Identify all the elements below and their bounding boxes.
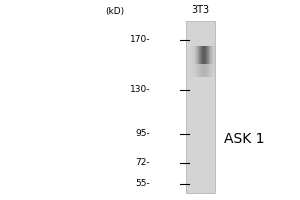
Bar (194, 64, 195, 77)
Bar (195, 46, 196, 64)
Bar (191, 46, 192, 64)
Bar (201, 46, 202, 64)
Bar (203, 46, 204, 64)
Bar (199, 46, 200, 64)
Bar (205, 46, 206, 64)
Bar (200, 64, 201, 77)
Bar (192, 64, 193, 77)
Bar (186, 21, 215, 193)
Text: 170-: 170- (130, 35, 150, 44)
Bar (193, 46, 194, 64)
Bar (207, 46, 208, 64)
Bar (191, 64, 192, 77)
Bar (205, 64, 206, 77)
Bar (203, 64, 204, 77)
Bar (212, 46, 213, 64)
Text: 95-: 95- (135, 129, 150, 138)
Bar (190, 64, 191, 77)
Bar (209, 46, 210, 64)
Bar (187, 64, 188, 77)
Text: 3T3: 3T3 (191, 5, 210, 15)
Bar (199, 64, 200, 77)
Bar (198, 46, 199, 64)
Bar (209, 64, 210, 77)
Bar (206, 46, 207, 64)
Text: (kD): (kD) (105, 7, 124, 16)
Bar (192, 46, 193, 64)
Bar (207, 64, 208, 77)
Bar (188, 46, 189, 64)
Bar (196, 46, 197, 64)
Bar (188, 64, 189, 77)
Bar (211, 46, 212, 64)
Bar (197, 64, 198, 77)
Bar (210, 46, 211, 64)
Bar (214, 46, 215, 64)
Bar (214, 64, 215, 77)
Bar (213, 46, 214, 64)
Bar (196, 64, 197, 77)
Bar (211, 64, 212, 77)
Bar (195, 64, 196, 77)
Bar (193, 64, 194, 77)
Bar (186, 46, 187, 64)
Bar (197, 46, 198, 64)
Bar (200, 46, 201, 64)
Bar (208, 64, 209, 77)
Bar (204, 46, 205, 64)
Bar (194, 46, 195, 64)
Bar (202, 46, 203, 64)
Text: 130-: 130- (130, 85, 150, 94)
Bar (202, 64, 203, 77)
Bar (189, 64, 190, 77)
Bar (201, 64, 202, 77)
Bar (206, 64, 207, 77)
Text: ASK 1: ASK 1 (224, 132, 265, 146)
Bar (186, 64, 187, 77)
Bar (198, 64, 199, 77)
Text: 72-: 72- (135, 158, 150, 167)
Text: 55-: 55- (135, 179, 150, 188)
Bar (208, 46, 209, 64)
Bar (213, 64, 214, 77)
Bar (189, 46, 190, 64)
Bar (204, 64, 205, 77)
Bar (212, 64, 213, 77)
Bar (187, 46, 188, 64)
Bar (210, 64, 211, 77)
Bar (190, 46, 191, 64)
